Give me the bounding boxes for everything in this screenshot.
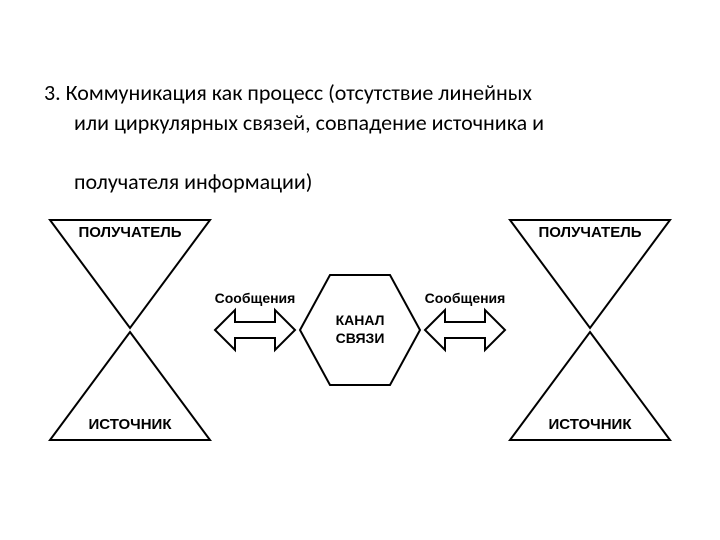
arrow-right-label: Сообщения (410, 290, 520, 306)
diagram: ПОЛУЧАТЕЛЬ ИСТОЧНИК ПОЛУЧАТЕЛЬ ИСТОЧНИК … (40, 210, 680, 470)
center-line2: СВЯЗИ (300, 330, 420, 347)
page: 3. Коммуникация как процесс (отсутствие … (0, 0, 720, 540)
double-arrow-right (425, 310, 505, 350)
right-bottom-label: ИСТОЧНИК (510, 416, 670, 433)
right-top-label: ПОЛУЧАТЕЛЬ (510, 224, 670, 241)
arrow-left-label: Сообщения (200, 290, 310, 306)
heading-line2: или циркулярных связей, совпадение источ… (44, 108, 676, 138)
center-line1: КАНАЛ (300, 312, 420, 329)
heading-line1: 3. Коммуникация как процесс (отсутствие … (44, 79, 532, 106)
heading-line3: получателя информации) (44, 167, 676, 197)
left-top-label: ПОЛУЧАТЕЛЬ (50, 224, 210, 241)
heading: 3. Коммуникация как процесс (отсутствие … (44, 78, 676, 197)
left-bottom-label: ИСТОЧНИК (50, 416, 210, 433)
double-arrow-left (215, 310, 295, 350)
